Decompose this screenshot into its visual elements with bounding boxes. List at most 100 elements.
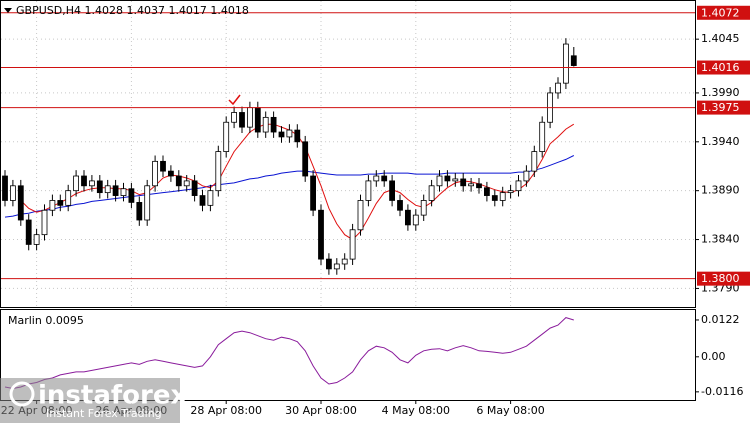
x-tick-label: 4 May 08:00 [382,404,450,417]
candle-body [231,112,238,123]
x-tick-label: 30 Apr 08:00 [285,404,357,417]
candle-body [41,209,48,236]
candle-body [499,192,506,201]
plot-layer: 1.40451.39901.39401.38901.38401.37901.40… [1,1,750,398]
candle-body [476,183,482,189]
level-label-box [697,100,750,115]
candle-body [555,82,561,94]
candle-body [412,214,419,226]
level-label-box [697,5,750,20]
candle-body [515,180,522,192]
candle-body [215,151,222,192]
candle-body [2,175,8,201]
candle-body [25,219,32,245]
candle-body [491,195,498,201]
candle-body [539,121,546,152]
candle-body [507,190,514,194]
y-tick-label: 0.00 [701,350,726,363]
candle-body [239,112,245,128]
candle-body [333,263,340,270]
candle-body [223,121,230,152]
y-tick-label: 1.3940 [701,135,740,148]
candle-body [262,116,269,133]
watermark: instaforex Instant Forex Trading [0,378,188,423]
candle-body [318,209,324,260]
candle-body [89,180,95,187]
candle-body [436,175,443,187]
candle-body [563,43,569,84]
watermark-brand: instaforex [38,381,188,411]
candle-body [523,170,530,182]
candle-body [136,202,143,221]
x-tick-label: 6 May 08:00 [476,404,544,417]
level-label: 1.4016 [701,61,740,74]
chart-title: GBPUSD,H4 1.4028 1.4037 1.4017 1.4018 [16,4,249,17]
symbol-arrow [4,8,12,13]
candle-body [389,180,396,201]
moving-average [4,155,575,218]
watermark-tagline: Instant Forex Trading [46,407,162,420]
indicator-line [4,317,574,390]
candle-body [460,178,467,187]
candle-body [128,188,135,203]
level-label: 1.3800 [701,272,740,285]
candle-body [483,187,490,196]
y-tick-label: 0.0122 [701,313,740,326]
candle-body [104,185,111,194]
candle-body [310,175,317,211]
candle-body [325,258,332,270]
candle-body [112,185,119,196]
candle-body [167,170,174,177]
candle-body [57,200,64,206]
candle-body [96,180,103,194]
candle-body [404,209,411,226]
candle-body [183,180,190,187]
level-label: 1.3975 [701,101,740,114]
candle-body [49,200,56,211]
candle-body [120,188,127,196]
candle-body [152,160,159,187]
level-label-box [697,271,750,286]
level-label: 1.4072 [701,6,740,19]
candle-body [246,107,253,128]
candle-body [199,195,206,206]
candle-body [452,178,459,182]
y-tick-label: -0.0116 [701,385,743,398]
candle-body [175,175,182,187]
candle-body [9,185,16,201]
candle-body [286,129,293,138]
indicator-title: Marlin 0.0095 [8,314,84,327]
y-tick-label: 1.3840 [701,233,740,246]
candle-body [207,190,214,206]
candle-body [570,55,577,66]
candle-body [191,180,198,196]
candle-body [341,258,348,265]
candle-body [254,107,261,133]
candle-body [373,175,380,182]
candle-body [278,131,285,138]
y-tick-label: 1.3890 [701,184,740,197]
candle-body [302,141,309,177]
candle-body [428,185,435,201]
price-panel [0,0,696,308]
candle-body [144,185,151,221]
candle-body [468,183,475,187]
candle-body [357,200,364,231]
candle-body [531,151,538,172]
candle-body [160,160,166,172]
candle-body [33,234,40,245]
candle-body [397,200,403,211]
level-label-box [697,60,750,75]
candle-body [381,175,388,182]
candle-body [444,175,451,182]
candle-body [420,200,427,216]
candle-body [365,180,372,201]
candle-body [65,190,72,206]
candle-body [17,185,24,221]
candle-body [81,175,87,187]
candle-body [270,116,277,133]
watermark-logo [9,381,35,407]
x-tick-label: 28 Apr 08:00 [190,404,262,417]
candle-body [294,129,301,143]
